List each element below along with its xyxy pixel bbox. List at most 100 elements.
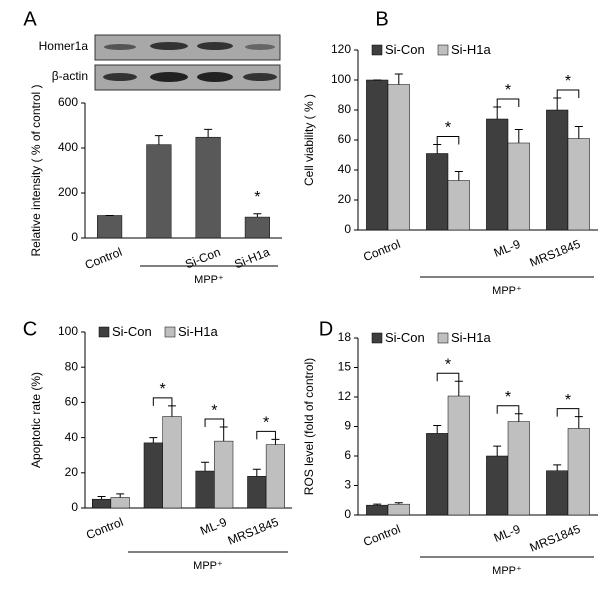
error-bar [553,464,562,471]
x-tick-label: Control [361,522,402,549]
panel-label: C [23,318,37,340]
error-bar [433,425,442,434]
bar [366,504,389,516]
bar [110,497,130,509]
bar [546,109,569,231]
legend-label: Si-Con [385,330,425,345]
significance-label: * [160,381,166,398]
x-tick-label: Control [84,515,125,542]
legend-swatch [371,332,383,344]
y-axis-label: Apoptotic rate (%) [29,372,43,468]
y-tick-label: 0 [344,507,351,521]
bar [447,395,470,516]
legend-label: Si-Con [385,42,425,57]
x-tick-label: Si-H1a [232,245,272,272]
y-tick-label: 100 [58,324,78,338]
significance-bracket [496,405,520,414]
legend-swatch [437,44,449,56]
error-bar [493,445,502,456]
error-bar [253,213,262,218]
error-bar [167,405,176,417]
blot-band [197,42,233,50]
y-axis-label: ROS level (fold of control) [302,358,316,495]
x-tick-label: Control [361,237,402,264]
significance-label: * [505,389,511,406]
error-bar [493,106,502,119]
blot-band [104,44,136,50]
panel-label: D [319,318,333,340]
error-bar [271,438,280,445]
bar [426,153,449,231]
group-label: MPP⁺ [193,560,223,572]
significance-label: * [505,82,511,99]
y-tick-label: 0 [344,222,351,236]
y-tick-label: 80 [65,359,79,373]
significance-label: * [445,120,451,137]
bar [567,428,590,516]
legend-label: Si-H1a [451,42,492,57]
legend-swatch [98,326,110,338]
blot-label: Homer1a [39,39,89,53]
western-blot: Homer1a β-actin [39,34,281,91]
x-tick-label: MRS1845 [226,515,281,548]
x-tick-label: Si-Con [183,245,222,272]
bar [195,470,215,509]
error-bar [454,171,463,181]
blot-band [197,72,233,82]
y-tick-label: 600 [58,95,78,109]
significance-label: * [565,392,571,409]
legend-swatch [437,332,449,344]
bar [91,498,112,509]
y-tick-label: 3 [344,478,351,492]
bar [387,503,410,516]
error-bar [149,437,158,443]
bar [97,215,123,239]
y-tick-label: 20 [338,192,352,206]
significance-label: * [445,356,451,373]
y-tick-label: 15 [338,360,352,374]
panel-label: B [375,8,388,30]
y-tick-label: 80 [338,102,352,116]
blot-band [243,73,277,81]
y-tick-label: 40 [338,162,352,176]
blot-band [245,44,275,50]
bar [265,444,286,509]
legend-label: Si-Con [112,324,152,339]
y-tick-label: 60 [65,395,79,409]
legend-label: Si-H1a [178,324,219,339]
bar [447,180,470,231]
error-bar [433,144,442,154]
legend-swatch [164,326,176,338]
blot-band [103,73,137,81]
y-tick-label: 0 [71,230,78,244]
y-axis-label: Cell viability ( % ) [302,94,316,186]
significance-bracket [256,430,276,440]
significance-label: * [263,415,269,432]
group-label: MPP⁺ [492,285,522,297]
error-bar [514,129,523,143]
significance-bracket [204,418,225,428]
legend-label: Si-H1a [451,330,492,345]
y-tick-label: 20 [65,465,79,479]
bar [214,440,234,509]
bar [143,442,163,509]
bar [426,433,449,516]
y-axis-label: Relative intensity ( % of control ) [29,84,43,256]
bar [195,136,221,239]
blot-label: β-actin [52,69,88,83]
significance-bracket [556,89,580,98]
y-tick-label: 0 [71,500,78,514]
group-label: MPP⁺ [492,565,522,577]
y-tick-label: 18 [338,330,352,344]
bar [146,144,172,239]
legend-swatch [371,44,383,56]
significance-label: * [565,73,571,90]
error-bar [204,128,213,138]
error-bar [219,426,228,442]
group-label: MPP⁺ [194,274,224,286]
error-bar [373,503,382,506]
bar [486,118,509,231]
error-bar [553,97,562,110]
bar [486,455,509,516]
significance-bracket [436,136,460,145]
